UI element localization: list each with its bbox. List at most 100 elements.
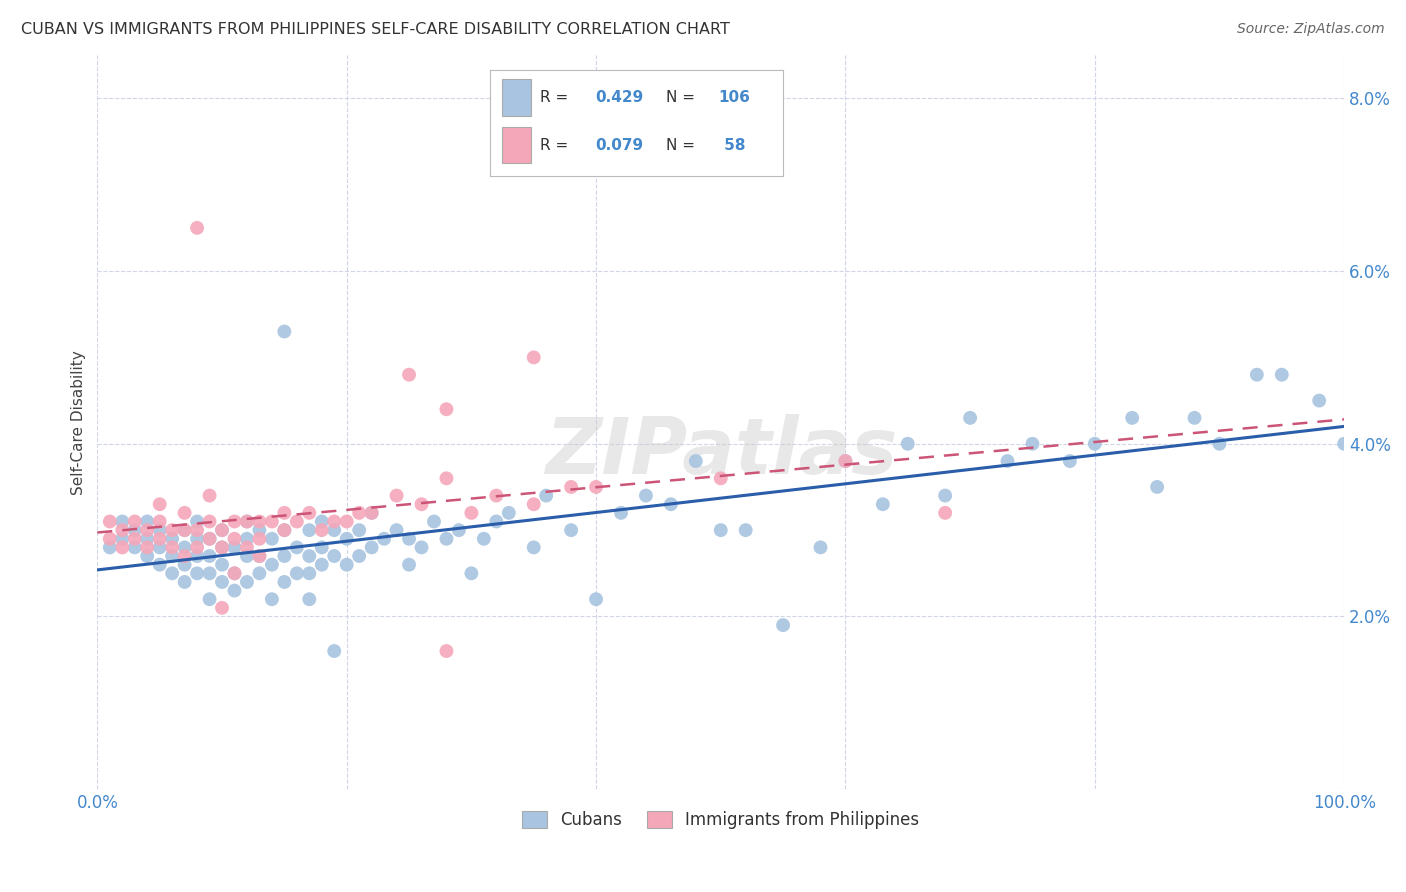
Point [249, 515, 271, 529]
Point [98, 532, 121, 546]
Point [498, 506, 520, 520]
Point [734, 523, 756, 537]
Point [934, 489, 956, 503]
Point [485, 515, 508, 529]
Point [98, 541, 121, 555]
Point [136, 515, 159, 529]
Point [436, 402, 458, 417]
Point [211, 600, 233, 615]
Point [186, 549, 208, 563]
Point [173, 506, 195, 520]
Point [523, 351, 546, 365]
Point [1121, 410, 1143, 425]
Point [385, 523, 408, 537]
Point [224, 566, 246, 581]
Point [186, 541, 208, 555]
Point [460, 506, 482, 520]
Point [173, 523, 195, 537]
Point [285, 515, 308, 529]
Point [1208, 437, 1230, 451]
Point [273, 574, 295, 589]
Point [260, 515, 283, 529]
Point [198, 566, 221, 581]
Point [98, 515, 121, 529]
Point [249, 549, 271, 563]
Point [124, 523, 146, 537]
Point [211, 541, 233, 555]
Point [447, 523, 470, 537]
Point [1184, 410, 1206, 425]
Point [149, 541, 172, 555]
Legend: Cubans, Immigrants from Philippines: Cubans, Immigrants from Philippines [515, 805, 927, 836]
Point [111, 515, 134, 529]
Point [186, 532, 208, 546]
Point [311, 541, 333, 555]
Point [298, 592, 321, 607]
Text: Source: ZipAtlas.com: Source: ZipAtlas.com [1237, 22, 1385, 37]
Point [173, 574, 195, 589]
Point [260, 558, 283, 572]
Point [236, 515, 259, 529]
Point [634, 489, 657, 503]
Point [273, 523, 295, 537]
Point [111, 523, 134, 537]
Point [336, 532, 359, 546]
Point [124, 541, 146, 555]
Point [124, 532, 146, 546]
Point [149, 515, 172, 529]
Point [411, 541, 433, 555]
Point [523, 541, 546, 555]
Point [298, 523, 321, 537]
Point [523, 497, 546, 511]
Point [347, 523, 370, 537]
Point [360, 541, 382, 555]
Point [224, 566, 246, 581]
Point [198, 532, 221, 546]
Point [198, 515, 221, 529]
Point [360, 506, 382, 520]
Point [198, 549, 221, 563]
Text: ZIPatlas: ZIPatlas [544, 414, 897, 490]
Point [236, 532, 259, 546]
Point [398, 532, 420, 546]
Point [273, 506, 295, 520]
Point [897, 437, 920, 451]
Point [211, 541, 233, 555]
Point [398, 368, 420, 382]
Point [249, 549, 271, 563]
Point [160, 532, 183, 546]
Point [560, 523, 582, 537]
Point [211, 523, 233, 537]
Point [373, 532, 395, 546]
Point [160, 566, 183, 581]
Point [173, 549, 195, 563]
Point [810, 541, 832, 555]
Point [160, 523, 183, 537]
Point [1271, 368, 1294, 382]
Point [710, 471, 733, 485]
Point [160, 549, 183, 563]
Point [136, 532, 159, 546]
Point [273, 523, 295, 537]
Point [111, 532, 134, 546]
Point [1084, 437, 1107, 451]
Point [323, 515, 346, 529]
Point [186, 566, 208, 581]
Point [198, 592, 221, 607]
Point [1246, 368, 1268, 382]
Point [224, 541, 246, 555]
Point [436, 532, 458, 546]
Point [198, 532, 221, 546]
Point [260, 592, 283, 607]
Point [186, 220, 208, 235]
Point [460, 566, 482, 581]
Point [585, 592, 607, 607]
Point [411, 497, 433, 511]
Point [173, 558, 195, 572]
Point [360, 506, 382, 520]
Point [236, 549, 259, 563]
Point [834, 454, 856, 468]
Point [323, 644, 346, 658]
Point [834, 454, 856, 468]
Point [959, 410, 981, 425]
